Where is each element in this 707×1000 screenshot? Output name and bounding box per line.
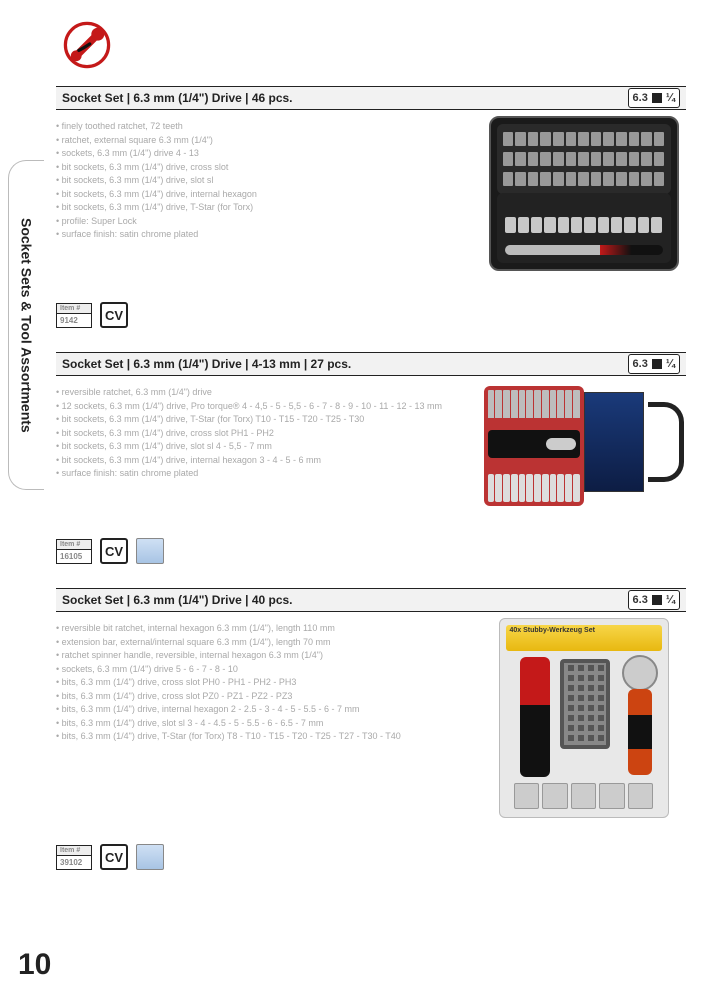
spec-bullet: reversible bit ratchet, internal hexagon… bbox=[56, 622, 469, 636]
item-number-value: 16105 bbox=[57, 550, 91, 563]
item-number-header: Item # bbox=[57, 540, 91, 550]
spec-bullet: surface finish: satin chrome plated bbox=[56, 228, 469, 242]
drive-size-badge: 6.3 ¼ bbox=[628, 88, 680, 108]
cv-steel-badge: CV bbox=[100, 844, 128, 870]
item-number-header: Item # bbox=[57, 846, 91, 856]
drive-size-mm: 6.3 bbox=[633, 92, 648, 104]
drive-size-mm: 6.3 bbox=[633, 358, 648, 370]
spec-bullet: bit sockets, 6.3 mm (1/4") drive, T-Star… bbox=[56, 413, 469, 427]
spec-bullet: bits, 6.3 mm (1/4") drive, T-Star (for T… bbox=[56, 730, 469, 744]
spec-bullet: bit sockets, 6.3 mm (1/4") drive, cross … bbox=[56, 161, 469, 175]
spec-bullet: reversible ratchet, 6.3 mm (1/4") drive bbox=[56, 386, 469, 400]
drive-size-mm: 6.3 bbox=[633, 594, 648, 606]
catalog-content: Socket Set | 6.3 mm (1/4") Drive | 46 pc… bbox=[56, 86, 686, 894]
item-number-box: Item # 9142 bbox=[56, 303, 92, 328]
spec-bullet: profile: Super Lock bbox=[56, 215, 469, 229]
product-block: Socket Set | 6.3 mm (1/4") Drive | 40 pc… bbox=[56, 588, 686, 870]
drive-size-fraction: ¼ bbox=[666, 594, 675, 606]
product-block: Socket Set | 6.3 mm (1/4") Drive | 4-13 … bbox=[56, 352, 686, 564]
spec-bullet: bit sockets, 6.3 mm (1/4") drive, slot s… bbox=[56, 440, 469, 454]
spec-bullet: 12 sockets, 6.3 mm (1/4") drive, Pro tor… bbox=[56, 400, 469, 414]
info-badge bbox=[136, 844, 164, 870]
spec-bullet: ratchet, external square 6.3 mm (1/4") bbox=[56, 134, 469, 148]
product-image: 40x Stubby-Werkzeug Set bbox=[499, 618, 669, 818]
item-number-box: Item # 16105 bbox=[56, 539, 92, 564]
product-image-slot: 40x Stubby-Werkzeug Set bbox=[481, 618, 686, 828]
spec-bullet: bits, 6.3 mm (1/4") drive, cross slot PZ… bbox=[56, 690, 469, 704]
drive-size-badge: 6.3 ¼ bbox=[628, 590, 680, 610]
item-number-box: Item # 39102 bbox=[56, 845, 92, 870]
spec-bullet: surface finish: satin chrome plated bbox=[56, 467, 469, 481]
product-title-bar: Socket Set | 6.3 mm (1/4") Drive | 46 pc… bbox=[56, 86, 686, 110]
spec-bullet: bit sockets, 6.3 mm (1/4") drive, intern… bbox=[56, 454, 469, 468]
square-drive-icon bbox=[652, 93, 662, 103]
item-row: Item # 39102 CV bbox=[56, 844, 686, 870]
product-title: Socket Set | 6.3 mm (1/4") Drive | 46 pc… bbox=[62, 91, 628, 105]
product-specs: reversible bit ratchet, internal hexagon… bbox=[56, 618, 469, 828]
product-title: Socket Set | 6.3 mm (1/4") Drive | 40 pc… bbox=[62, 593, 628, 607]
item-number-header: Item # bbox=[57, 304, 91, 314]
spec-bullet: bits, 6.3 mm (1/4") drive, internal hexa… bbox=[56, 703, 469, 717]
drive-size-fraction: ¼ bbox=[666, 92, 675, 104]
spec-bullet: bit sockets, 6.3 mm (1/4") drive, slot s… bbox=[56, 174, 469, 188]
drive-size-badge: 6.3 ¼ bbox=[628, 354, 680, 374]
product-title-bar: Socket Set | 6.3 mm (1/4") Drive | 40 pc… bbox=[56, 588, 686, 612]
product-title: Socket Set | 6.3 mm (1/4") Drive | 4-13 … bbox=[62, 357, 628, 371]
cv-steel-badge: CV bbox=[100, 302, 128, 328]
spec-bullet: bit sockets, 6.3 mm (1/4") drive, cross … bbox=[56, 427, 469, 441]
spec-bullet: sockets, 6.3 mm (1/4") drive 4 - 13 bbox=[56, 147, 469, 161]
spec-bullet: extension bar, external/internal square … bbox=[56, 636, 469, 650]
product-specs: reversible ratchet, 6.3 mm (1/4") drive1… bbox=[56, 382, 469, 522]
spec-bullet: ratchet spinner handle, reversible, inte… bbox=[56, 649, 469, 663]
drive-size-fraction: ¼ bbox=[666, 358, 675, 370]
product-image bbox=[484, 382, 684, 512]
brand-logo bbox=[60, 18, 114, 72]
info-badge bbox=[136, 538, 164, 564]
product-specs: finely toothed ratchet, 72 teethratchet,… bbox=[56, 116, 469, 286]
product-title-bar: Socket Set | 6.3 mm (1/4") Drive | 4-13 … bbox=[56, 352, 686, 376]
item-number-value: 9142 bbox=[57, 314, 91, 327]
item-row: Item # 16105 CV bbox=[56, 538, 686, 564]
spec-bullet: bits, 6.3 mm (1/4") drive, slot sl 3 - 4… bbox=[56, 717, 469, 731]
spec-bullet: bits, 6.3 mm (1/4") drive, cross slot PH… bbox=[56, 676, 469, 690]
page-number: 10 bbox=[18, 948, 51, 982]
item-number-value: 39102 bbox=[57, 856, 91, 869]
spec-bullet: bit sockets, 6.3 mm (1/4") drive, intern… bbox=[56, 188, 469, 202]
square-drive-icon bbox=[652, 595, 662, 605]
spec-bullet: sockets, 6.3 mm (1/4") drive 5 - 6 - 7 -… bbox=[56, 663, 469, 677]
item-row: Item # 9142 CV bbox=[56, 302, 686, 328]
spec-bullet: finely toothed ratchet, 72 teeth bbox=[56, 120, 469, 134]
product-image bbox=[489, 116, 679, 271]
spec-bullet: bit sockets, 6.3 mm (1/4") drive, T-Star… bbox=[56, 201, 469, 215]
square-drive-icon bbox=[652, 359, 662, 369]
product-image-slot bbox=[481, 116, 686, 286]
cv-steel-badge: CV bbox=[100, 538, 128, 564]
product-block: Socket Set | 6.3 mm (1/4") Drive | 46 pc… bbox=[56, 86, 686, 328]
product-image-slot bbox=[481, 382, 686, 522]
category-tab: Socket Sets & Tool Assortments bbox=[8, 160, 44, 490]
